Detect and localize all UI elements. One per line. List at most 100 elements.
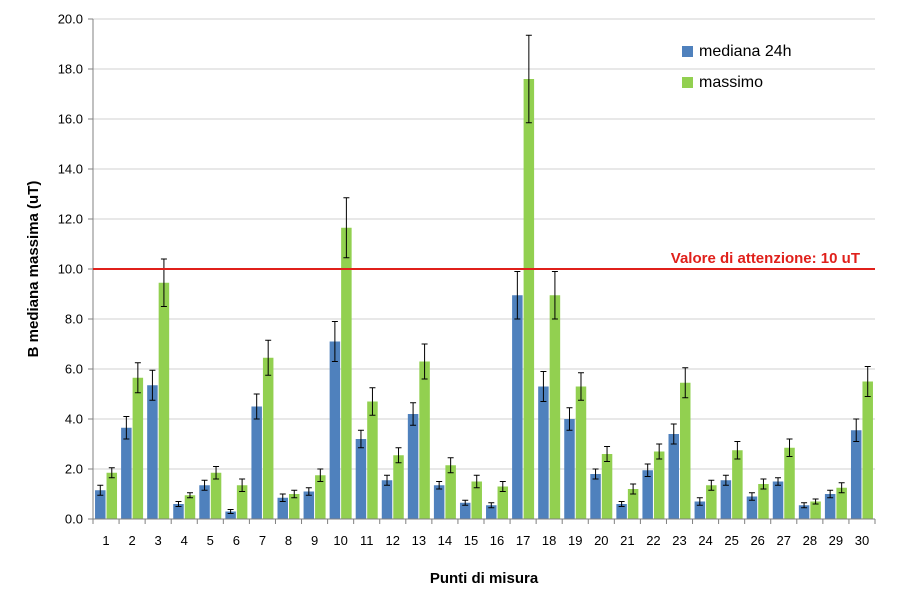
x-tick-label: 11: [360, 533, 374, 548]
bar-mediana: [173, 504, 184, 519]
bar-massimo: [471, 481, 482, 519]
y-tick-label: 20.0: [58, 12, 83, 27]
bar-series: [95, 79, 873, 519]
x-tick-label: 23: [672, 533, 686, 548]
bar-massimo: [236, 485, 248, 519]
bar-mediana: [798, 505, 810, 519]
bar-massimo: [836, 487, 847, 519]
bar-mediana: [95, 490, 106, 519]
x-tick-label: 2: [128, 533, 135, 548]
bar-mediana: [486, 505, 497, 519]
bar-mediana: [277, 497, 288, 519]
bar-massimo: [706, 485, 717, 519]
legend-swatch-massimo: [682, 77, 693, 88]
x-tick-label: 28: [803, 533, 817, 548]
bar-massimo: [758, 484, 769, 519]
bar-massimo: [653, 451, 665, 519]
x-tick-label: 3: [155, 533, 162, 548]
y-tick-label: 8.0: [65, 312, 83, 327]
x-tick-label: 26: [750, 533, 764, 548]
bar-massimo: [549, 295, 561, 519]
y-tick-label: 12.0: [58, 212, 83, 227]
bar-massimo: [627, 489, 639, 519]
x-tick-label: 13: [412, 533, 426, 548]
bar-mediana: [199, 485, 210, 519]
bar-mediana: [642, 470, 653, 519]
x-tick-label: 8: [285, 533, 292, 548]
y-tick-label: 6.0: [65, 362, 83, 377]
x-tick-label: 15: [464, 533, 478, 548]
bar-massimo: [184, 495, 196, 519]
error-bars: [97, 34, 871, 514]
x-tick-label: 22: [646, 533, 660, 548]
bar-mediana: [512, 295, 523, 519]
bar-mediana: [329, 341, 341, 519]
bar-massimo: [680, 382, 691, 519]
bar-massimo: [575, 386, 587, 519]
grid-lines: [88, 18, 876, 524]
bar-mediana: [772, 481, 784, 519]
x-axis-title: Punti di misura: [430, 570, 539, 587]
bar-massimo: [210, 472, 222, 519]
bar-massimo: [810, 501, 821, 519]
bar-massimo: [315, 475, 326, 519]
y-tick-label: 16.0: [58, 112, 83, 127]
reference-line-label: Valore di attenzione: 10 uT: [671, 250, 860, 267]
bar-mediana: [381, 480, 393, 519]
bar-mediana: [616, 504, 627, 519]
bar-massimo: [784, 447, 795, 519]
bar-massimo: [289, 494, 300, 519]
bar-mediana: [850, 430, 862, 519]
x-tick-label: 18: [542, 533, 556, 548]
y-tick-labels: 0.0 2.0 4.0 6.0 8.0 10.0 12.0 14.0 16.0 18.0 20.0: [58, 12, 83, 527]
bar-massimo: [601, 454, 613, 519]
bar-massimo: [262, 357, 274, 519]
y-tick-label: 10.0: [58, 262, 83, 277]
x-tick-label: 12: [386, 533, 400, 548]
bar-massimo: [341, 227, 352, 519]
bar-mediana: [694, 501, 706, 519]
bar-massimo: [393, 455, 404, 519]
bar-mediana: [121, 427, 132, 519]
bar-mediana: [147, 385, 158, 519]
bar-mediana: [824, 494, 836, 519]
x-tick-label: 20: [594, 533, 608, 548]
bar-mediana: [668, 434, 679, 519]
bar-mediana: [459, 502, 471, 519]
bar-mediana: [590, 474, 601, 519]
bar-mediana: [720, 480, 732, 519]
bar-mediana: [407, 414, 419, 519]
x-tick-label: 7: [259, 533, 266, 548]
bar-massimo: [106, 472, 118, 519]
bar-mediana: [564, 419, 575, 519]
y-tick-label: 14.0: [58, 162, 83, 177]
x-tick-label: 9: [311, 533, 318, 548]
bar-mediana: [251, 406, 262, 519]
bar-mediana: [355, 439, 367, 519]
legend-label-massimo: massimo: [699, 74, 763, 91]
bar-massimo: [132, 377, 144, 519]
bar-mediana: [225, 511, 236, 519]
bar-mediana: [746, 496, 758, 519]
bar-massimo: [367, 401, 378, 519]
x-tick-label: 1: [102, 533, 109, 548]
x-tick-label: 30: [855, 533, 869, 548]
legend-label-mediana: mediana 24h: [699, 43, 792, 60]
x-tick-labels: 1 2 3 4 5 6 7 8 9 10 11 12 13 14 15 16 17 18 19 20 21 22 23 24 2…: [102, 533, 869, 548]
legend: mediana 24h massimo: [682, 43, 792, 91]
bar-massimo: [419, 361, 430, 519]
y-axis-title: B mediana massima (uT): [25, 181, 42, 358]
bar-mediana: [303, 491, 315, 519]
bar-mediana: [433, 485, 445, 519]
x-tick-label: 27: [777, 533, 791, 548]
x-tick-label: 19: [568, 533, 582, 548]
y-tick-label: 18.0: [58, 62, 83, 77]
x-tick-label: 5: [207, 533, 214, 548]
x-tick-label: 16: [490, 533, 504, 548]
reference-line-group: Valore di attenzione: 10 uT: [93, 250, 875, 270]
y-tick-label: 0.0: [65, 512, 83, 527]
x-tick-label: 6: [233, 533, 240, 548]
bar-massimo: [497, 486, 509, 519]
bar-massimo: [523, 79, 535, 519]
